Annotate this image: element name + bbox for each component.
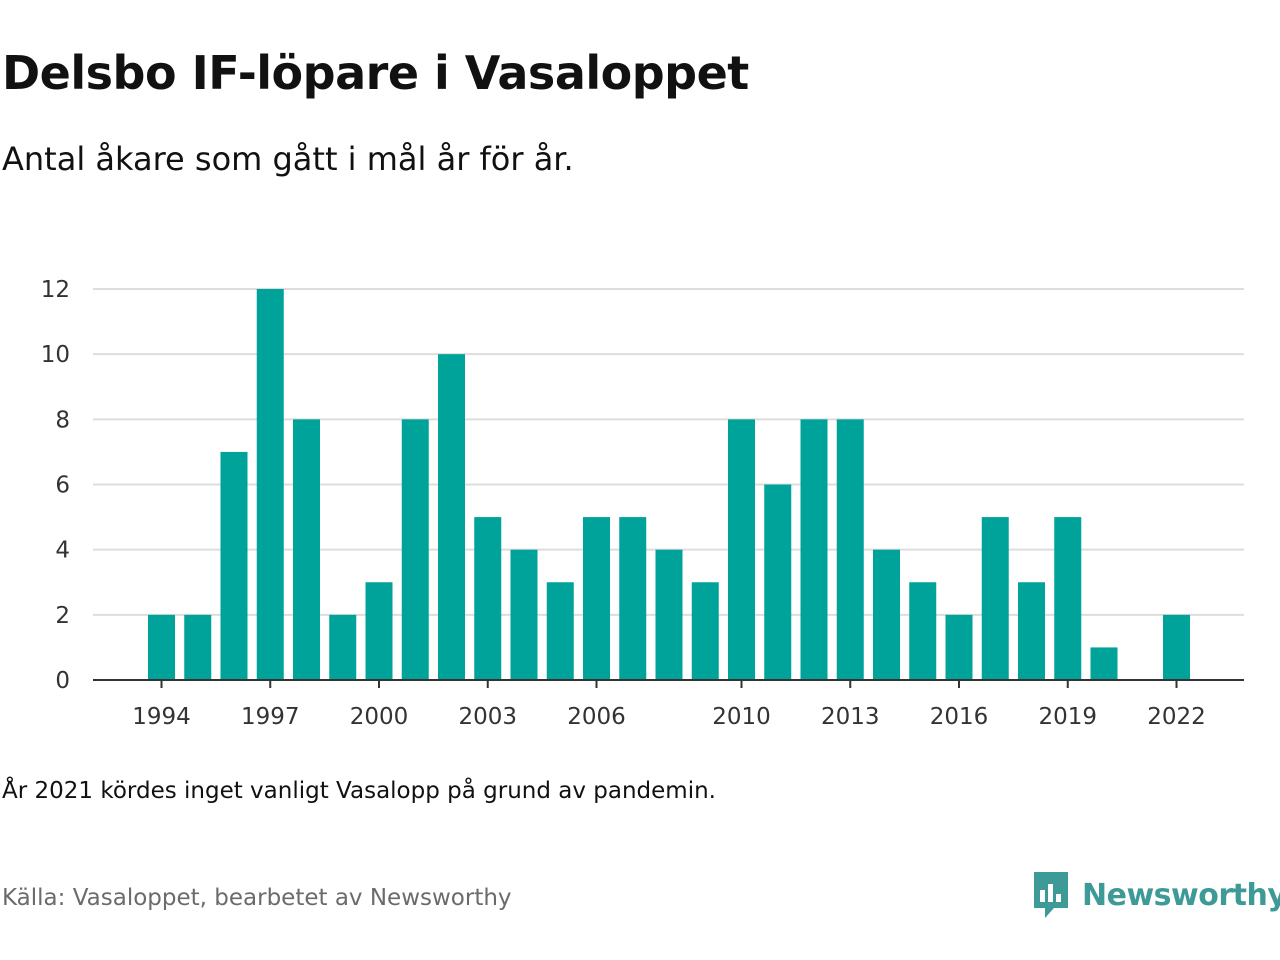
bar-2006 [583,517,610,680]
bar-2003 [474,517,502,680]
x-tick-label: 2003 [458,704,517,730]
axes: 0 2 4 6 8 10 12 1994 1997 2000 2003 2006 2010 2013 201… [41,277,1244,730]
bar-1996 [220,451,248,680]
y-tick-label: 6 [55,473,70,499]
y-tick-label: 2 [55,603,70,629]
bar-2017 [981,517,1009,680]
x-tick-label: 2006 [567,704,626,730]
bar-1997 [256,289,284,680]
bar-2013 [836,419,864,680]
bar-2020 [1090,647,1118,680]
source-text: Källa: Vasaloppet, bearbetet av Newswort… [2,885,512,911]
x-tick-label: 2000 [350,704,409,730]
bar-2002 [438,354,465,680]
y-tick-label: 12 [41,277,70,303]
bar-2004 [510,549,538,680]
bar-2012 [800,419,828,680]
x-tick-label: 2010 [712,704,771,730]
y-tick-label: 4 [55,538,70,564]
bar-2007 [619,517,647,680]
x-tick-label: 2016 [930,704,989,730]
bar-2015 [909,582,937,680]
x-tick-label: 1994 [132,704,191,730]
bars [148,289,1190,680]
bar-2008 [655,549,683,680]
bar-2010 [728,419,755,680]
bar-2001 [401,419,429,680]
bar-2014 [873,549,900,680]
x-tick-label: 2022 [1147,704,1206,730]
bar-2005 [546,582,574,680]
bar-2000 [365,582,393,680]
bar-2019 [1054,517,1082,680]
bar-2018 [1018,582,1045,680]
footnote: År 2021 kördes inget vanligt Vasalopp på… [2,778,716,804]
chart-title: Delsbo IF-löpare i Vasaloppet [2,46,749,100]
bar-2022 [1163,614,1190,680]
bar-2009 [691,582,719,680]
bar-1998 [293,419,320,680]
bar-2016 [945,614,973,680]
y-tick-label: 0 [55,668,70,694]
bar-1994 [148,614,175,680]
bar-2011 [764,484,792,680]
newsworthy-logo[interactable]: Newsworthy [1032,870,1280,920]
newsworthy-logo-icon [1034,872,1068,918]
bar-1999 [329,614,357,680]
bar-1995 [184,614,212,680]
y-tick-label: 8 [55,407,70,433]
chart-subtitle: Antal åkare som gått i mål år för år. [2,140,574,178]
x-tick-label: 1997 [241,704,300,730]
x-tick-label: 2013 [821,704,880,730]
y-tick-label: 10 [41,342,70,368]
logo-text: Newsworthy [1082,877,1280,913]
x-tick-label: 2019 [1038,704,1097,730]
